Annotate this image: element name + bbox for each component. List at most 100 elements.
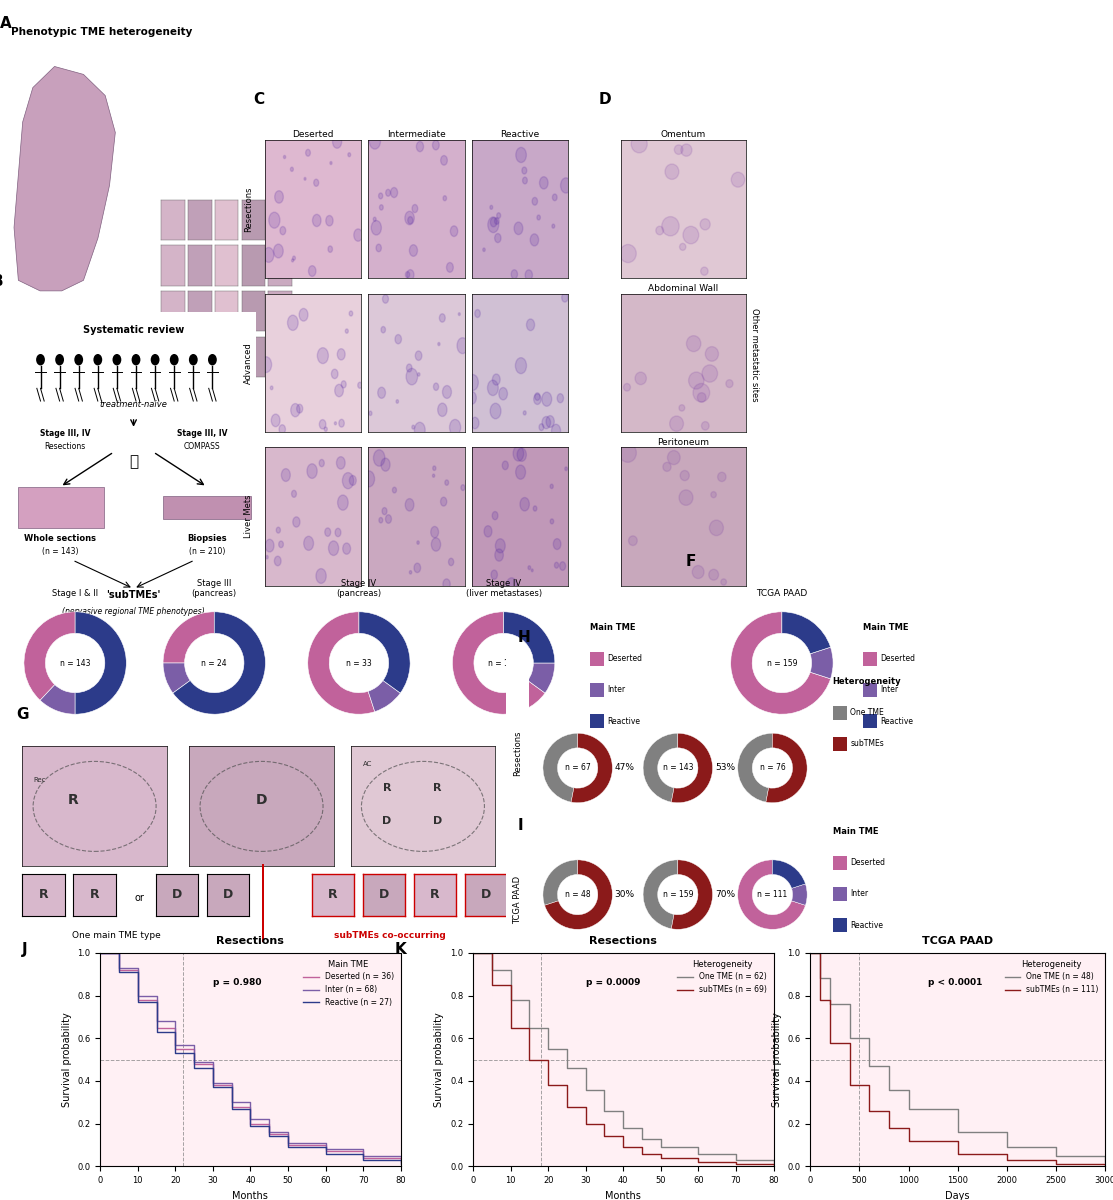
Circle shape [317,348,328,364]
Circle shape [334,421,336,425]
Circle shape [528,565,531,570]
Circle shape [414,563,421,572]
Deserted (n = 36) [131,992,145,1007]
Circle shape [373,217,376,221]
Text: Resections: Resections [244,186,253,232]
Inter (n = 68) [263,1126,276,1140]
Circle shape [681,144,692,156]
Text: n = 134: n = 134 [489,659,519,667]
Circle shape [539,424,544,431]
One TME (n = 62) [579,1082,592,1097]
Circle shape [522,167,526,174]
Deserted (n = 36) [150,1020,164,1034]
Text: R: R [383,784,391,793]
Circle shape [492,511,498,520]
Text: G: G [17,707,29,722]
Circle shape [208,354,217,366]
Wedge shape [643,733,678,802]
Title: Intermediate: Intermediate [387,131,446,139]
Circle shape [343,542,351,554]
Circle shape [293,517,301,527]
Circle shape [383,295,388,304]
One TME (n = 62) [466,946,480,960]
Text: Heterogeneity: Heterogeneity [833,677,902,686]
Circle shape [292,491,296,497]
Line: Inter (n = 68): Inter (n = 68) [100,953,401,1160]
Circle shape [316,569,326,583]
subTMEs (n = 69) [504,1020,518,1034]
Circle shape [391,187,397,198]
Circle shape [443,578,451,589]
Wedge shape [810,647,833,679]
Circle shape [490,403,501,419]
Circle shape [280,227,286,235]
Circle shape [417,373,420,376]
Inter (n = 68) [169,1038,183,1052]
Inter (n = 68) [356,1148,370,1163]
Circle shape [292,259,294,262]
Circle shape [475,310,481,318]
Text: Resections: Resections [45,442,86,451]
Title: Omentum: Omentum [661,131,706,139]
Circle shape [313,215,321,227]
Circle shape [382,508,387,515]
Circle shape [343,473,354,488]
Text: 53%: 53% [716,763,736,773]
Circle shape [440,313,445,322]
Reactive (n = 27) [319,1146,333,1160]
Circle shape [494,234,501,242]
Text: n = 111: n = 111 [757,890,788,899]
Title: Stage IV
(pancreas): Stage IV (pancreas) [336,578,382,599]
Text: Reactive: Reactive [850,920,884,930]
One TME (n = 62) [560,1061,573,1075]
Circle shape [378,193,383,199]
Circle shape [532,198,538,205]
Circle shape [443,385,452,398]
Y-axis label: Survival probability: Survival probability [434,1013,444,1106]
Text: R: R [90,888,99,901]
Text: (n = 210): (n = 210) [189,547,225,556]
Circle shape [396,400,398,403]
Title: Deserted: Deserted [293,131,334,139]
Text: n = 143: n = 143 [60,659,90,667]
Circle shape [433,466,436,470]
Polygon shape [162,497,252,518]
Circle shape [656,226,663,235]
Text: Advanced: Advanced [244,342,253,384]
Circle shape [619,443,637,462]
Circle shape [328,541,338,556]
Text: Deserted: Deserted [880,654,915,664]
Reactive (n = 27) [131,995,145,1009]
Circle shape [374,450,385,466]
Text: (n = 143): (n = 143) [42,547,78,556]
Circle shape [692,565,705,578]
One TME (n = 48) [1099,1154,1112,1169]
One TME (n = 62) [692,1146,706,1160]
Circle shape [290,403,301,416]
subTMEs (n = 69) [636,1146,649,1160]
Circle shape [275,556,282,565]
Ellipse shape [200,761,323,852]
Circle shape [459,313,461,316]
Circle shape [370,133,381,149]
One TME (n = 62) [767,1157,780,1171]
Circle shape [518,448,526,461]
Circle shape [357,383,362,389]
Text: Reactive: Reactive [608,716,641,726]
Text: n = 159: n = 159 [767,659,797,667]
Circle shape [709,520,723,535]
Deserted (n = 36) [206,1078,219,1092]
Polygon shape [19,487,105,528]
Circle shape [506,577,516,593]
Circle shape [702,365,718,382]
Text: R: R [431,888,440,901]
Circle shape [487,380,499,396]
Circle shape [380,205,383,210]
subTMEs (n = 69) [598,1129,611,1144]
One TME (n = 62) [542,1042,555,1056]
Wedge shape [791,884,807,905]
Circle shape [406,368,417,385]
Circle shape [406,270,414,280]
Circle shape [329,162,332,164]
Line: One TME (n = 48): One TME (n = 48) [810,953,1105,1162]
